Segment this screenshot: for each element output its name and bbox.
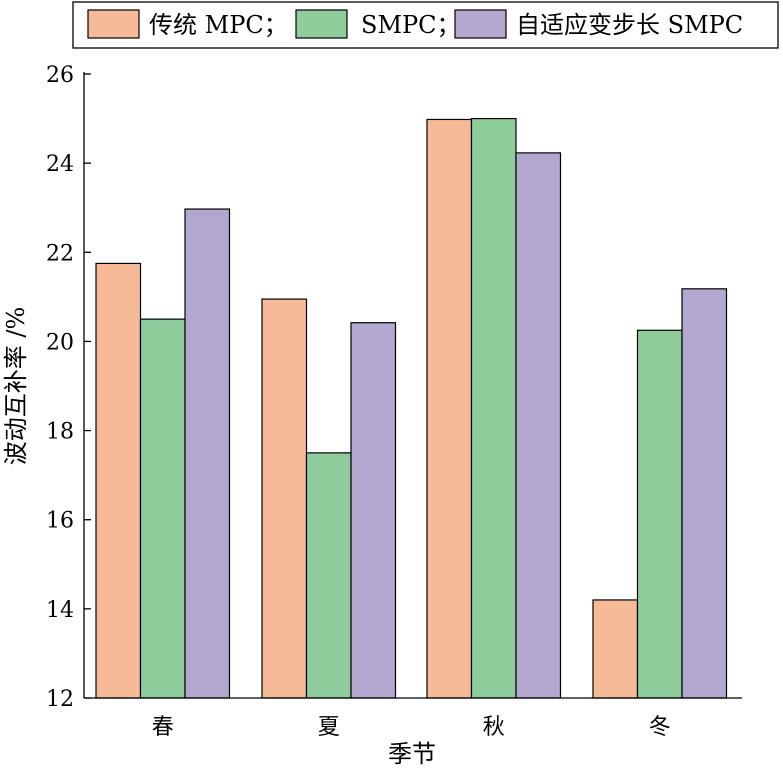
bar: [636, 329, 683, 699]
bar: [681, 288, 728, 699]
x-tick-label: 夏: [318, 715, 340, 740]
legend-box: [72, 1, 779, 49]
legend-label: SMPC；: [361, 11, 461, 39]
bar: [426, 118, 473, 699]
bar: [515, 152, 562, 699]
legend-swatch: [454, 9, 507, 39]
bar: [470, 117, 517, 699]
bars: [95, 117, 728, 699]
bar: [139, 318, 186, 699]
y-tick-label: 26: [46, 63, 74, 88]
y-tick-label: 12: [46, 687, 74, 712]
bar: [95, 262, 142, 699]
x-axis-title: 季节: [388, 740, 436, 768]
legend-label: 自适应变步长 SMPC: [516, 11, 743, 39]
y-axis-title: 波动互补率 /%: [2, 307, 30, 466]
y-tick-label: 16: [46, 509, 74, 534]
y-tick-label: 24: [46, 152, 74, 177]
y-tick-label: 18: [46, 420, 74, 445]
legend-swatch: [87, 9, 140, 39]
x-tick-label: 春: [152, 715, 174, 740]
y-tick-label: 14: [46, 598, 74, 623]
x-tick-label: 秋: [483, 715, 505, 740]
legend-swatch: [295, 9, 348, 39]
x-tick-label: 冬: [649, 715, 671, 740]
bar: [350, 322, 397, 699]
bar: [592, 599, 639, 699]
legend-label: 传统 MPC；: [149, 11, 288, 39]
y-tick-label: 22: [46, 241, 74, 266]
bar: [305, 452, 352, 699]
legend: 传统 MPC； SMPC； 自适应变步长 SMPC: [72, 1, 779, 49]
y-tick-label: 20: [46, 330, 74, 355]
bar: [184, 208, 231, 699]
bar: [261, 298, 308, 699]
axes: 春 夏 秋 冬 12 14 16 18 20 22 24 26: [46, 63, 742, 740]
